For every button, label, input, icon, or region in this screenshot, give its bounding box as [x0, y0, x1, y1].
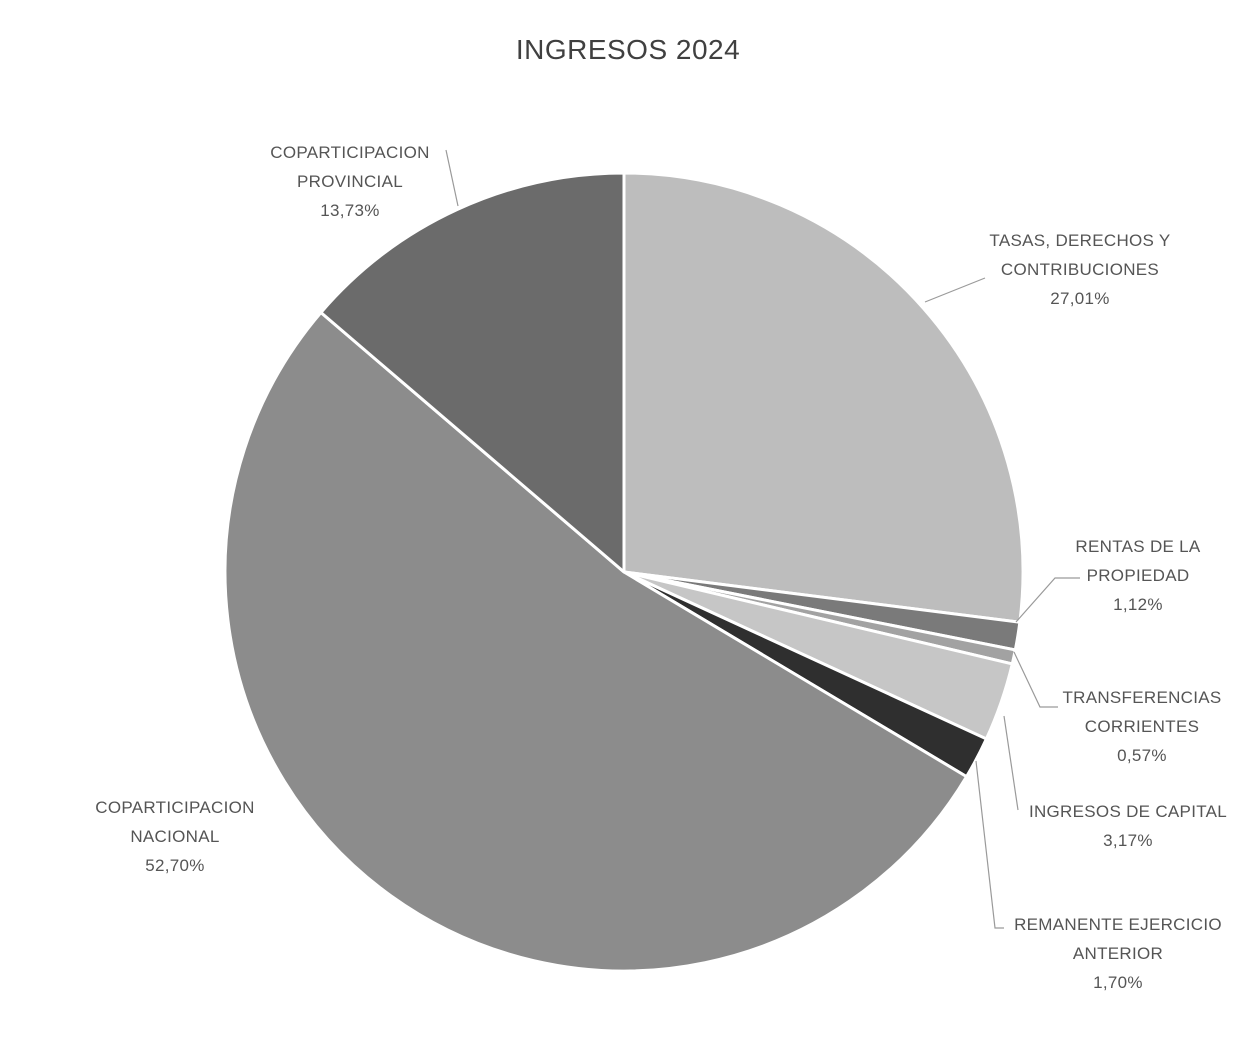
pie-slice-coparticipacion-nacional: [223, 310, 969, 973]
leader-line: [445, 149, 459, 207]
leader-line: [975, 760, 1004, 929]
leader-line: [1013, 651, 1058, 708]
leader-line: [1003, 715, 1019, 811]
slice-value-label: 13,73%: [320, 201, 379, 220]
slice-name-label: COPARTICIPACION: [270, 143, 429, 162]
pie-slice-coparticipacion-provincial: [319, 171, 626, 574]
slice-label: REMANENTE EJERCICIO ANTERIOR 1,70%: [1014, 915, 1222, 992]
slice-name-label: TASAS, DERECHOS Y: [989, 231, 1170, 250]
slice-name-label: TRANSFERENCIAS: [1062, 688, 1221, 707]
slice-label: TRANSFERENCIAS CORRIENTES 0,57%: [1062, 688, 1221, 765]
slice-name-label: REMANENTE EJERCICIO: [1014, 915, 1222, 934]
slice-value-label: 1,12%: [1113, 595, 1163, 614]
slice-name-label: PROPIEDAD: [1087, 566, 1190, 585]
slice-value-label: 1,70%: [1093, 973, 1143, 992]
slice-name-label: COPARTICIPACION: [95, 798, 254, 817]
slice-name-label: PROVINCIAL: [297, 172, 403, 191]
slice-name-label: CORRIENTES: [1085, 717, 1199, 736]
slice-name-label: ANTERIOR: [1073, 944, 1163, 963]
slice-name-label: RENTAS DE LA: [1075, 537, 1201, 556]
slice-value-label: 0,57%: [1117, 746, 1167, 765]
chart-title: INGRESOS 2024: [515, 34, 741, 65]
slice-name-label: INGRESOS DE CAPITAL: [1029, 802, 1227, 821]
slice-value-label: 3,17%: [1103, 831, 1153, 850]
leader-line: [1015, 577, 1080, 623]
slice-value-label: 27,01%: [1050, 289, 1109, 308]
leader-line: [924, 277, 986, 303]
slice-label: COPARTICIPACION NACIONAL 52,70%: [95, 798, 254, 875]
pie-slice-tasas-derechos-y-contribuciones: [622, 171, 1025, 624]
slice-label: TASAS, DERECHOS Y CONTRIBUCIONES 27,01%: [989, 231, 1170, 308]
slice-value-label: 52,70%: [145, 856, 204, 875]
slice-label: RENTAS DE LA PROPIEDAD 1,12%: [1075, 537, 1201, 614]
slice-name-label: CONTRIBUCIONES: [1001, 260, 1159, 279]
slice-label: INGRESOS DE CAPITAL 3,17%: [1029, 802, 1227, 850]
slice-name-label: NACIONAL: [130, 827, 219, 846]
slice-label: COPARTICIPACION PROVINCIAL 13,73%: [270, 143, 429, 220]
